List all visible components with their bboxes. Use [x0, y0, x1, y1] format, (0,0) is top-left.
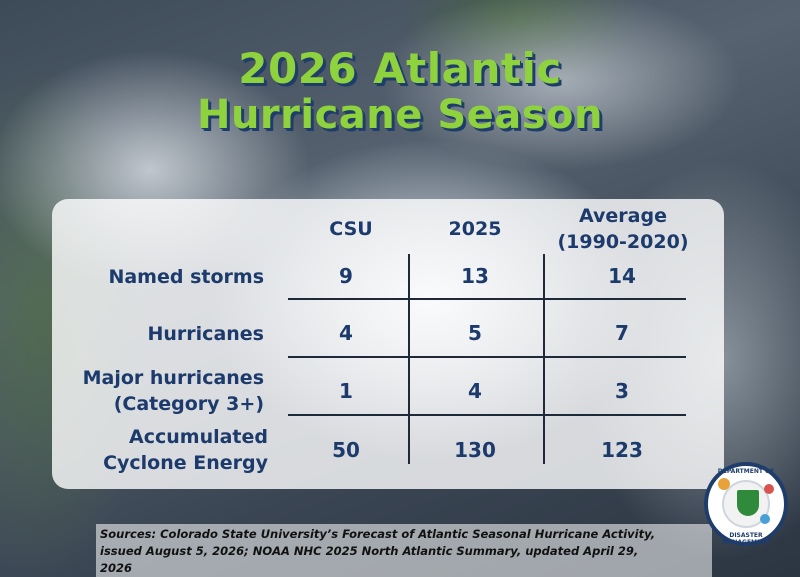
- sources-line-1: Sources: Colorado State University’s For…: [100, 527, 656, 541]
- logo-blue-mark-icon: [760, 514, 770, 524]
- row-label-ace-line2: Cyclone Energy: [103, 452, 268, 474]
- logo-bottom-text: DISASTER MANAGEMENT: [721, 532, 771, 546]
- row-label-major-hurricanes-line1: Major hurricanes: [82, 367, 264, 389]
- row-label-accumulated-cyclone-energy: Accumulated Cyclone Energy: [40, 424, 268, 476]
- cell-ace-csu: 50: [332, 438, 360, 462]
- sources-background: [96, 524, 712, 577]
- title-line-1: 2026 Atlantic: [0, 44, 800, 93]
- cell-major-hurricanes-csu: 1: [339, 379, 353, 403]
- column-header-2025: 2025: [448, 218, 502, 240]
- title-atlantic: Atlantic: [373, 44, 562, 93]
- cell-ace-2025: 130: [454, 438, 496, 462]
- column-header-average: Average (1990-2020): [548, 203, 698, 255]
- row-label-named-storms: Named storms: [108, 266, 264, 288]
- sources-line-2: issued August 5, 2026; NOAA NHC 2025 Nor…: [100, 544, 639, 558]
- cell-major-hurricanes-average: 3: [615, 379, 629, 403]
- cell-major-hurricanes-2025: 4: [468, 379, 482, 403]
- cell-named-storms-csu: 9: [339, 264, 353, 288]
- cell-ace-average: 123: [601, 438, 643, 462]
- column-header-average-line2: (1990-2020): [557, 231, 689, 253]
- grid-horizontal-line-2: [288, 356, 686, 358]
- column-header-average-line1: Average: [579, 205, 667, 227]
- cell-hurricanes-2025: 5: [468, 321, 482, 345]
- logo-red-mark-icon: [764, 484, 774, 494]
- grid-vertical-line-1: [408, 254, 410, 464]
- logo-shield-icon: [737, 490, 759, 516]
- title-year: 2026: [238, 44, 358, 93]
- cell-hurricanes-csu: 4: [339, 321, 353, 345]
- cell-hurricanes-average: 7: [615, 321, 629, 345]
- grid-horizontal-line-3: [288, 414, 686, 416]
- department-of-disaster-management-logo: DEPARTMENT OF DISASTER MANAGEMENT: [704, 462, 788, 546]
- column-header-csu: CSU: [329, 218, 373, 240]
- sources-text: Sources: Colorado State University’s For…: [100, 526, 710, 577]
- grid-horizontal-line-1: [288, 298, 686, 300]
- title-line-2: Hurricane Season: [196, 92, 604, 138]
- logo-orange-mark-icon: [718, 478, 730, 490]
- row-label-ace-line1: Accumulated: [129, 426, 268, 448]
- logo-top-text: DEPARTMENT OF: [717, 468, 775, 475]
- forecast-table-panel: [52, 199, 724, 489]
- row-label-major-hurricanes-line2: (Category 3+): [113, 393, 264, 415]
- grid-vertical-line-2: [543, 254, 545, 464]
- sources-line-3: 2026: [100, 561, 133, 575]
- cell-named-storms-2025: 13: [461, 264, 489, 288]
- cell-named-storms-average: 14: [608, 264, 636, 288]
- row-label-hurricanes: Hurricanes: [147, 323, 265, 345]
- row-label-major-hurricanes: Major hurricanes (Category 3+): [40, 365, 264, 417]
